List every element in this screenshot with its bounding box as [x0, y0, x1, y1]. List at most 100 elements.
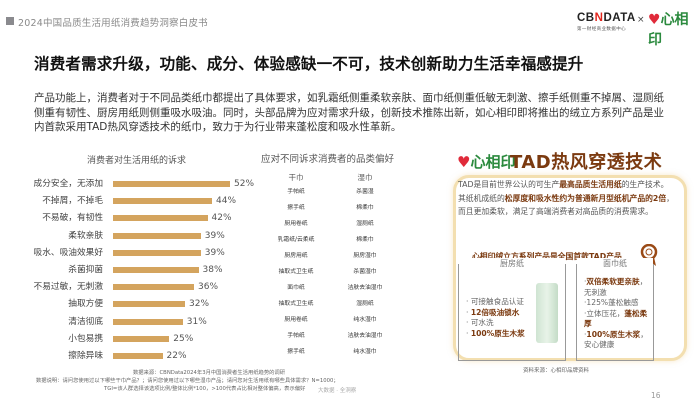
cbndata-logo-subtitle: 第一财经商业数据中心: [577, 27, 626, 32]
facial-tissue-features: ·双倍柔软更亲肤，无刺激 ·125%蓬松触感 ·立体压花，蓬松柔厚 ·100%原…: [584, 277, 648, 349]
dry-tissue-cell: 抽取式卫生纸: [278, 301, 314, 307]
tad-title: TAD热风穿透技术: [510, 152, 663, 173]
chart-row: 柔软亲肤 39%: [0, 229, 260, 243]
bar: [113, 232, 201, 239]
value-label: 39%: [204, 247, 225, 258]
value-label: 25%: [173, 333, 194, 344]
wet-tissue-cell: 纯水湿巾: [353, 349, 377, 355]
bar: [113, 318, 183, 325]
footer-watermark: 大数据 · 全洞察: [318, 388, 357, 394]
bar: [113, 284, 194, 291]
chart-row: 不掉屑，不掉毛 44%: [0, 194, 260, 208]
kitchen-feature: · 12倍吸油锁水: [466, 307, 520, 317]
page-headline: 消费者需求升级，功能、成分、体验感缺一不可，技术创新助力生活幸福感提升: [34, 55, 584, 73]
tad-description: TAD是目前世界公认的可生产最高品质生活用纸的生产技术。其纸机成纸的松厚度和吸水…: [458, 180, 674, 216]
column-header-dry: 干巾: [288, 173, 304, 182]
value-label: 44%: [216, 196, 237, 207]
value-label: 22%: [166, 351, 187, 361]
value-label: 32%: [189, 299, 210, 310]
bar: [113, 181, 230, 187]
dry-tissue-cell: 擦手纸: [287, 205, 305, 211]
category-label: 成分安全，无添加: [33, 179, 104, 189]
bar: [113, 267, 199, 273]
bar: [113, 215, 208, 222]
wet-tissue-cell: 棉柔巾: [356, 237, 374, 243]
value-label: 38%: [202, 265, 223, 275]
dry-tissue-cell: 乳霜纸/云柔纸: [277, 237, 315, 243]
heart-icon: ♥: [457, 153, 471, 171]
category-label: 抽取方便: [68, 299, 103, 310]
chart-row: 不易过敏，无刺激 36%: [0, 280, 260, 294]
wet-tissue-cell: 湿厕纸: [356, 221, 374, 227]
facial-tissue-box: 面巾纸: [576, 258, 654, 361]
kitchen-paper-roll-image: [536, 283, 558, 343]
title-marker-square: [6, 17, 14, 25]
chart-row: 抽取方便 32%: [0, 297, 260, 311]
chart-row: 擦除异味 22%: [0, 349, 260, 363]
collab-times-icon: ×: [637, 15, 645, 25]
value-label: 31%: [186, 316, 207, 327]
footnote-note: 数据说明：请问您使用过以下哪些干巾产品？；请问您使用过以下哪些湿巾产品；请问您对…: [36, 378, 339, 384]
category-label: 不易破，有韧性: [42, 213, 103, 224]
tad-brand-logo: ♥心相印: [457, 153, 516, 171]
chart-row: 不易破，有韧性 42%: [0, 211, 260, 225]
facial-tissue-title: 面巾纸: [577, 258, 653, 269]
tad-highlight-quality: 最高品质生活用纸: [559, 180, 622, 189]
bar: [113, 198, 212, 205]
kitchen-feature: · 可接触食品认证: [466, 297, 524, 306]
dry-tissue-cell: 厨房用纸: [284, 253, 308, 259]
value-label: 52%: [234, 179, 255, 189]
dry-tissue-cell: 擦手纸: [287, 349, 305, 355]
dry-tissue-cell: 厨用卷纸: [284, 221, 308, 227]
value-label: 39%: [204, 230, 225, 241]
value-label: 42%: [211, 213, 232, 224]
wet-tissue-cell: 湿厕纸: [356, 301, 374, 307]
kitchen-paper-box: 厨房纸: [458, 258, 566, 361]
top-bar: 2024中国品质生活用纸消费趋势洞察白皮书 CBNDATA 第一财经商业数据中心…: [0, 0, 700, 48]
xinxiangyin-logo: ♥心相印: [648, 12, 689, 48]
wet-tissue-cell: 洁肤去油湿巾: [347, 333, 383, 339]
tad-source-note: 资料来源：心相印品牌资料: [523, 368, 590, 374]
kitchen-paper-title: 厨房纸: [459, 258, 565, 269]
bar: [113, 249, 201, 256]
wet-tissue-cell: 洁肤去油湿巾: [347, 285, 383, 291]
category-label: 杀菌抑菌: [68, 265, 103, 275]
kitchen-feature: · 100%原生木浆: [466, 328, 525, 338]
tad-highlight-bulk: 松厚度和吸水性约为普通新月型纸机产品的2倍: [504, 193, 667, 203]
bar: [113, 353, 163, 359]
category-label: 小包易携: [68, 333, 103, 344]
cbndata-logo: CBNDATA: [577, 12, 636, 24]
footnote-tgi: TGI=该人群选择该选项比例/整体比例*100，>100代表占比相对整体偏高，表…: [104, 386, 306, 392]
report-title: 2024中国品质生活用纸消费趋势洞察白皮书: [18, 18, 208, 29]
chart-row: 吸水、吸油效果好 39%: [0, 246, 260, 260]
category-label: 不易过敏，无刺激: [33, 282, 104, 293]
dry-tissue-cell: 厨用卷纸: [284, 317, 308, 323]
series-claim: 心相印绒立方系列产品是全国首款TAD产品: [472, 252, 622, 261]
wet-tissue-cell: 杀菌湿巾: [353, 269, 377, 275]
dry-tissue-cell: 抽取式卫生纸: [278, 269, 314, 275]
column-header-wet: 湿巾: [357, 173, 373, 182]
dry-tissue-cell: 手帕纸: [287, 189, 305, 195]
chart-row: 杀菌抑菌 38%: [0, 263, 260, 277]
page-number: 16: [651, 391, 661, 400]
wet-tissue-cell: 棉柔巾: [356, 205, 374, 211]
category-label: 柔软亲肤: [68, 230, 103, 241]
footnote-source: 数据来源：CBNData2024年3月中国消费者生活用纸趋势的调研: [133, 370, 286, 376]
dry-tissue-cell: 手帕纸: [287, 333, 305, 339]
heart-icon: ♥: [648, 12, 661, 28]
bar: [113, 335, 170, 342]
wet-tissue-cell: 杀菌湿: [356, 189, 374, 195]
chart-title: 消费者对生活用纸的诉求: [87, 156, 187, 166]
bar: [113, 301, 185, 308]
chart-row: 小包易携 25%: [0, 332, 260, 346]
dry-tissue-cell: 面巾纸: [287, 285, 305, 291]
chart-row: 清洁彻底 31%: [0, 315, 260, 329]
category-label: 擦除异味: [68, 351, 103, 361]
preference-title: 应对不同诉求消费者的品类偏好: [261, 154, 395, 165]
kitchen-feature: · 可水洗: [466, 318, 494, 327]
wet-tissue-cell: 纯水湿巾: [353, 317, 377, 323]
kitchen-paper-features: · 可接触食品认证 · 12倍吸油锁水 · 可水洗 · 100%原生木浆: [466, 297, 525, 339]
category-label: 吸水、吸油效果好: [33, 247, 104, 258]
intro-paragraph: 产品功能上，消费者对于不同品类纸巾都提出了具体要求，如乳霜纸侧重柔软亲肤、面巾纸…: [34, 92, 664, 133]
category-label: 清洁彻底: [68, 316, 103, 327]
